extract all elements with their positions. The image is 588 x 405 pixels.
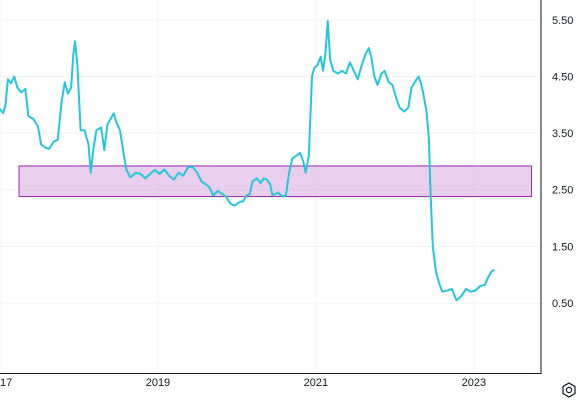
y-tick-label: 1.50	[552, 241, 573, 253]
y-tick-label: 3.50	[552, 128, 573, 140]
y-tick-label: 0.50	[552, 298, 573, 310]
settings-gear-icon[interactable]	[559, 380, 579, 400]
y-tick-label: 2.50	[552, 185, 573, 197]
series-layer	[0, 20, 495, 302]
x-tick-label: 2023	[462, 377, 486, 389]
x-tick-label: 2017	[0, 377, 12, 389]
series-line-0	[0, 20, 495, 302]
y-tick-label: 4.50	[552, 71, 573, 83]
x-tick-label: 2021	[304, 377, 328, 389]
y-tick-label: 5.50	[552, 15, 573, 27]
highlight-band-layer	[18, 165, 533, 198]
x-tick-label: 2019	[146, 377, 170, 389]
highlight-band	[18, 165, 533, 198]
axes: 5.50 4.50 3.50 2.50 1.50 0.50 2017 2019 2021 2023	[0, 0, 573, 389]
